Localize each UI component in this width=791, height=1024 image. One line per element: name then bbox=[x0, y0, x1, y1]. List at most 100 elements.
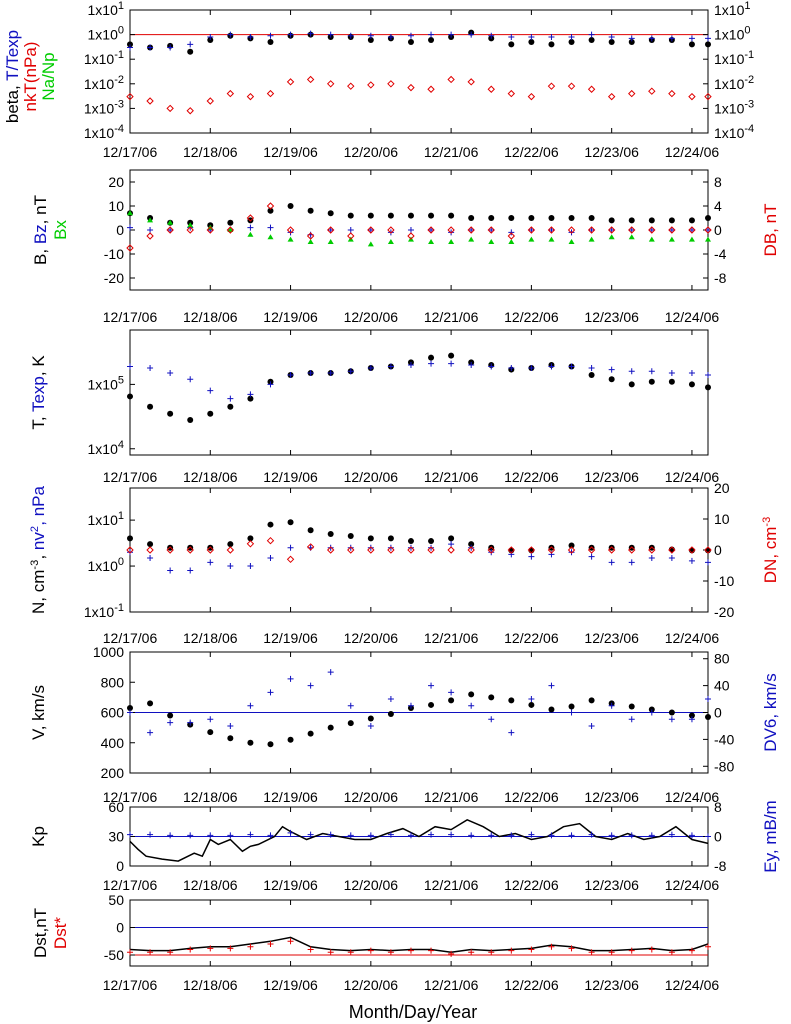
data-point bbox=[468, 215, 475, 221]
data-point bbox=[507, 232, 516, 240]
data-point bbox=[347, 702, 354, 709]
data-point bbox=[607, 546, 616, 554]
data-point bbox=[548, 551, 555, 558]
data-point bbox=[347, 212, 354, 219]
data-point bbox=[347, 546, 355, 554]
data-point bbox=[347, 82, 355, 90]
data-point bbox=[568, 33, 575, 40]
x-tick-label: 12/21/06 bbox=[424, 977, 479, 993]
data-point bbox=[367, 37, 374, 44]
y-tick-label-right: 1x10-1 bbox=[714, 49, 754, 67]
data-point bbox=[447, 226, 455, 234]
panel-v: 12/17/06 12/18/06 12/19/06 12/20/06 12/21/06… bbox=[29, 644, 780, 805]
y-axis-label: Kp bbox=[29, 826, 48, 847]
data-point bbox=[448, 950, 455, 957]
y-axis-label: beta, T/Texp bbox=[3, 30, 22, 123]
y-tick-label-right: 8 bbox=[714, 174, 722, 190]
x-tick-label: 12/19/06 bbox=[263, 630, 318, 646]
data-point bbox=[127, 363, 133, 370]
data-point bbox=[705, 215, 711, 221]
y-tick-label: 1x101 bbox=[88, 0, 124, 18]
data-point bbox=[628, 546, 636, 554]
y-tick-label-right: 0 bbox=[714, 542, 722, 558]
data-point bbox=[568, 363, 575, 370]
data-point bbox=[487, 226, 495, 234]
data-point bbox=[568, 945, 575, 952]
data-point bbox=[227, 541, 234, 548]
data-point bbox=[628, 559, 635, 566]
y-tick-label-right: 40 bbox=[714, 678, 730, 694]
data-point bbox=[306, 543, 315, 551]
x-tick-label: 12/24/06 bbox=[665, 977, 720, 993]
data-point bbox=[548, 33, 555, 40]
data-point bbox=[147, 403, 154, 410]
data-point bbox=[508, 41, 515, 48]
data-point bbox=[227, 563, 234, 570]
series-red-plus bbox=[127, 938, 711, 957]
data-point bbox=[367, 212, 374, 219]
data-point bbox=[327, 210, 334, 217]
x-tick-label: 12/17/06 bbox=[103, 977, 158, 993]
data-point bbox=[167, 719, 174, 726]
data-point bbox=[207, 559, 214, 566]
data-point bbox=[568, 239, 575, 244]
data-point bbox=[668, 709, 675, 716]
data-point bbox=[307, 207, 314, 214]
y-tick-label-right: 80 bbox=[714, 651, 730, 667]
y-tick-label: 400 bbox=[101, 735, 125, 751]
y-tick-label-right: 1x101 bbox=[714, 0, 750, 18]
data-point bbox=[448, 360, 455, 367]
plot-frame bbox=[129, 169, 709, 291]
y-tick-label: 10 bbox=[108, 198, 124, 214]
series-green-triangle bbox=[127, 210, 711, 247]
y-tick-label: 1x10-1 bbox=[84, 602, 124, 620]
data-point bbox=[488, 215, 495, 221]
y-tick-label-right: 4 bbox=[714, 198, 722, 214]
data-point bbox=[527, 546, 536, 554]
data-point bbox=[547, 82, 556, 90]
data-point bbox=[648, 709, 655, 716]
data-point bbox=[448, 212, 455, 219]
data-point bbox=[207, 410, 214, 417]
data-point bbox=[688, 546, 696, 554]
data-point bbox=[326, 80, 335, 88]
data-point bbox=[468, 236, 475, 242]
data-point bbox=[688, 370, 695, 377]
x-tick-label: 12/21/06 bbox=[424, 144, 479, 160]
data-point bbox=[146, 546, 154, 554]
x-tick-label: 12/19/06 bbox=[263, 789, 318, 805]
x-tick-label: 12/18/06 bbox=[183, 144, 238, 160]
y-tick-label-right: 1x10-3 bbox=[714, 98, 754, 116]
data-point bbox=[488, 832, 495, 839]
data-point bbox=[528, 831, 535, 838]
data-point bbox=[267, 741, 274, 748]
data-point bbox=[528, 701, 535, 708]
data-point bbox=[588, 31, 595, 38]
data-point bbox=[207, 832, 214, 839]
data-point bbox=[367, 364, 374, 371]
series-line bbox=[129, 818, 709, 862]
y-tick-label: 1000 bbox=[93, 644, 124, 660]
data-point bbox=[127, 41, 133, 48]
data-point bbox=[286, 226, 295, 234]
y-axis-label: T, Texp, K bbox=[29, 355, 48, 430]
data-point bbox=[528, 33, 535, 40]
data-point bbox=[287, 938, 294, 945]
data-point bbox=[427, 226, 435, 234]
x-tick-label: 12/23/06 bbox=[584, 309, 639, 325]
data-point bbox=[428, 538, 435, 545]
data-point bbox=[387, 226, 395, 234]
data-point bbox=[166, 546, 174, 554]
x-tick-label: 12/24/06 bbox=[665, 877, 720, 893]
data-point bbox=[548, 544, 555, 551]
series-blue-plus bbox=[127, 541, 711, 574]
data-point bbox=[607, 226, 616, 234]
data-point bbox=[588, 37, 595, 44]
data-point bbox=[528, 696, 535, 703]
data-point bbox=[608, 949, 615, 956]
data-point bbox=[548, 363, 555, 370]
data-point bbox=[347, 232, 355, 240]
data-point bbox=[367, 535, 374, 542]
data-point bbox=[187, 416, 194, 423]
panel-dst: 12/17/06 12/18/06 12/19/06 12/20/06 12/21/06… bbox=[31, 892, 719, 993]
